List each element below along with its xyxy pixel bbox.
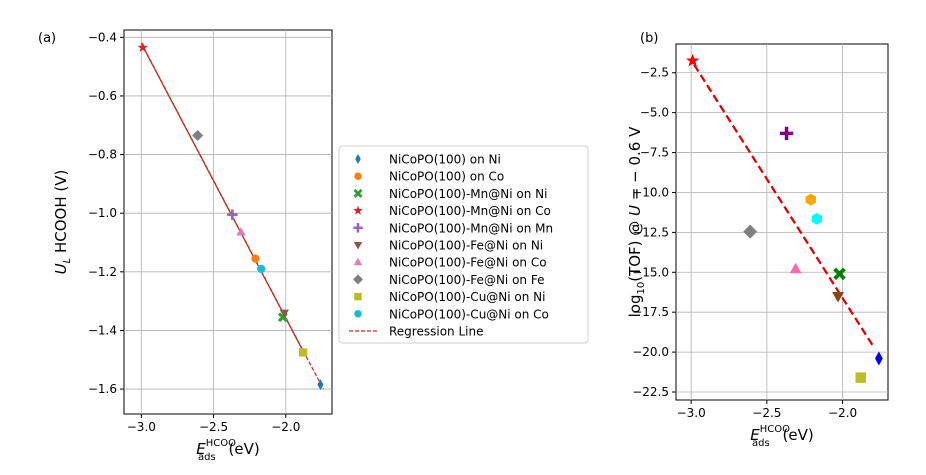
- data-point: [236, 227, 246, 236]
- x-tick-label: −3.0: [127, 420, 156, 434]
- legend-entry: NiCoPO(100)-Fe@Ni on Fe: [389, 273, 544, 287]
- y-tick-label: −17.5: [632, 305, 669, 319]
- legend-marker: [355, 154, 361, 164]
- panel-label: (b): [640, 31, 658, 46]
- data-point: [257, 264, 266, 274]
- data-point: [811, 212, 822, 225]
- y-tick-label: −5.0: [640, 106, 669, 120]
- x-tick-label: −2.0: [271, 420, 300, 434]
- y-tick-label: −0.6: [88, 89, 117, 103]
- y-tick-label: −2.5: [640, 66, 669, 80]
- data-point: [832, 292, 844, 303]
- data-point: [779, 126, 794, 141]
- x-tick-label: −2.0: [828, 406, 857, 420]
- legend-entry: NiCoPO(100)-Mn@Ni on Mn: [389, 221, 553, 235]
- legend-marker: [353, 257, 363, 266]
- legend-entry: NiCoPO(100)-Fe@Ni on Ni: [389, 239, 543, 253]
- data-point: [279, 309, 290, 318]
- legend-entry: NiCoPO(100) on Ni: [389, 153, 501, 167]
- legend-marker: [353, 188, 363, 198]
- legend-marker: [354, 310, 362, 318]
- data-point: [227, 209, 238, 220]
- y-axis-label: log10(TOF) @ U = − 0.6 V: [626, 126, 647, 318]
- legend-entry: NiCoPO(100)-Cu@Ni on Co: [389, 307, 549, 321]
- legend-entry: NiCoPO(100)-Mn@Ni on Co: [389, 204, 551, 218]
- data-point: [192, 130, 204, 142]
- regression-line-overlay: [143, 48, 306, 355]
- data-point: [805, 193, 816, 206]
- panel-label: (a): [38, 31, 56, 46]
- panel-b: −3.0 −2.5 −2.0 −22.5 −20.0 −17.5 −15.0 −12.5 −10…: [626, 31, 889, 449]
- data-point: [789, 262, 802, 274]
- x-axis-label: EHCOO ads (eV): [750, 424, 813, 449]
- legend-marker: [353, 223, 363, 233]
- data-point: [855, 372, 866, 383]
- y-tick-label: −1.2: [88, 265, 117, 279]
- legend-entry: Regression Line: [389, 325, 483, 339]
- data-point: [875, 351, 883, 366]
- legend-entry: NiCoPO(100) on Co: [389, 170, 504, 184]
- legend-marker: [354, 292, 362, 301]
- y-tick-label: −12.5: [632, 225, 669, 239]
- regression-line: [693, 64, 874, 347]
- x-tick-label: −2.5: [752, 406, 781, 420]
- plot-frame: [123, 29, 333, 415]
- legend-marker: [353, 205, 363, 215]
- legend-entry: NiCoPO(100)-Cu@Ni on Ni: [389, 290, 546, 304]
- legend-entry: NiCoPO(100)-Mn@Ni on Ni: [389, 187, 547, 201]
- y-tick-label: −7.5: [640, 146, 669, 160]
- legend: NiCoPO(100) on Ni NiCoPO(100) on Co NiCoPO…: [338, 145, 589, 344]
- y-tick-label: −1.0: [88, 206, 117, 220]
- y-tick-label: −1.4: [88, 323, 117, 337]
- legend-frame: [338, 145, 589, 344]
- x-axis-label: EHCOO ads (eV): [196, 438, 259, 463]
- data-point: [137, 42, 149, 53]
- data-point: [317, 379, 324, 391]
- y-tick-label: −0.4: [88, 30, 117, 44]
- panel-a: −3.0 −2.5 −2.0 −1.6 −1.4 −1.2 −1.0 −0.8 −0.6 −0.4…: [38, 29, 333, 463]
- data-point: [251, 254, 260, 263]
- y-tick-label: −20.0: [632, 345, 669, 359]
- legend-marker: [354, 172, 362, 180]
- data-point: [833, 267, 846, 281]
- y-tick-label: −10.0: [632, 185, 669, 199]
- x-tick-label: −2.5: [199, 420, 228, 434]
- x-tick-label: −3.0: [677, 406, 706, 420]
- legend-marker: [353, 274, 363, 285]
- plot-frame: [675, 43, 889, 401]
- y-axis-label: UL HCOOH (V): [52, 170, 73, 275]
- y-tick-label: −15.0: [632, 265, 669, 279]
- data-point: [743, 224, 758, 239]
- y-tick-label: −0.8: [88, 148, 117, 162]
- legend-entry: NiCoPO(100)-Fe@Ni on Co: [389, 256, 547, 270]
- data-point: [686, 53, 700, 67]
- legend-marker: [353, 242, 363, 250]
- y-tick-label: −22.5: [632, 385, 669, 399]
- y-tick-label: −1.6: [88, 382, 117, 396]
- data-point: [298, 348, 308, 357]
